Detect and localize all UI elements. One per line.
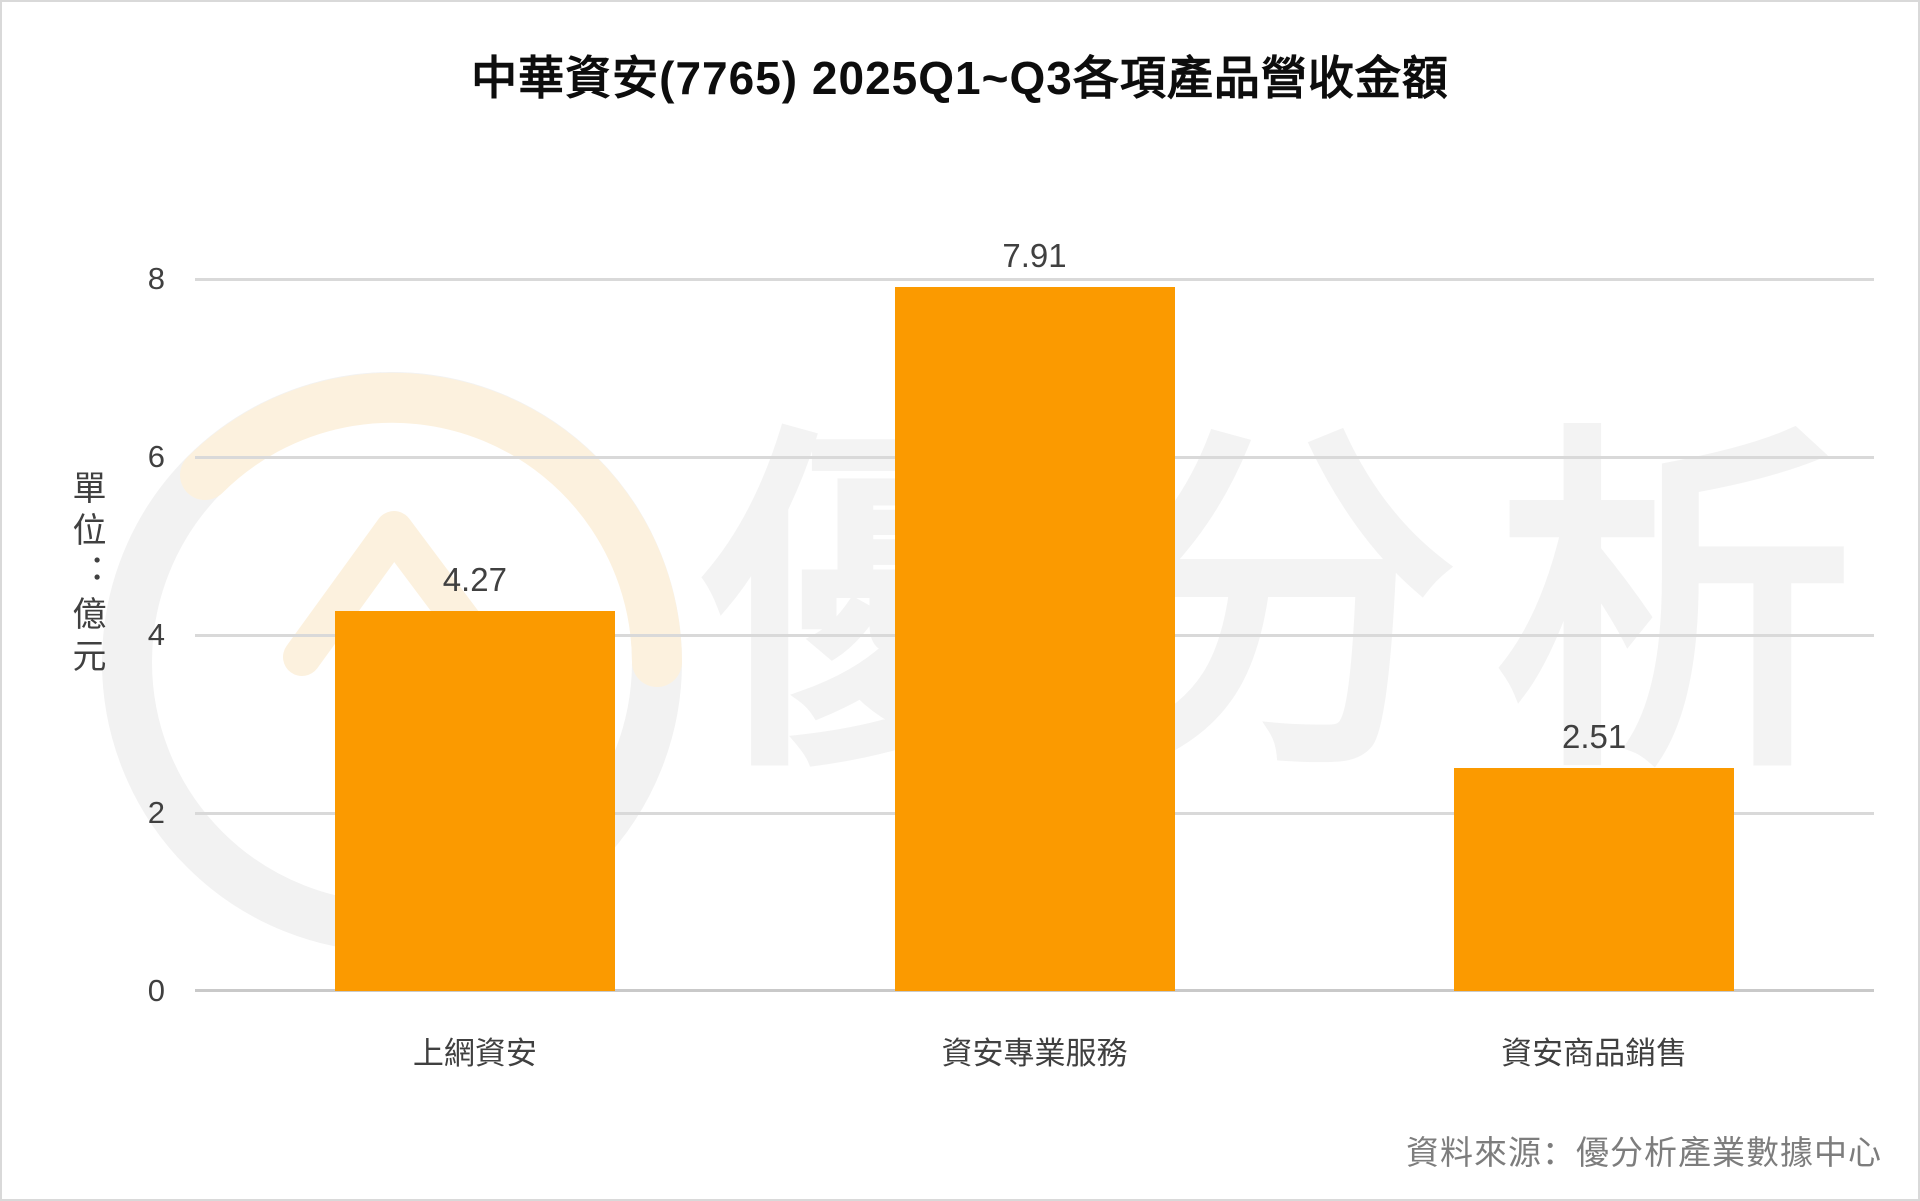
bar-value-label: 7.91 (1002, 237, 1067, 275)
chart-title: 中華資安(7765) 2025Q1~Q3各項產品營收金額 (471, 52, 1449, 104)
watermark-text: 優分析 (702, 406, 1890, 808)
gridline (195, 278, 1874, 281)
x-category-label: 資安專業服務 (941, 1036, 1128, 1071)
bar-value-label: 4.27 (442, 560, 507, 598)
y-tick-label: 6 (147, 439, 165, 474)
bar-value-label: 2.51 (1562, 717, 1627, 755)
y-tick-label: 8 (147, 261, 165, 296)
plot-area: 4.27 7.91 2.51 (195, 237, 1874, 992)
x-category-label: 資安商品銷售 (1501, 1036, 1688, 1071)
source-caption: 資料來源：優分析產業數據中心 (1406, 1134, 1882, 1171)
y-tick-label: 0 (147, 973, 165, 1008)
x-category-label: 上網資安 (412, 1036, 537, 1071)
bar (334, 610, 615, 991)
y-tick-label: 2 (147, 795, 165, 830)
bar (894, 287, 1175, 991)
y-tick-label: 4 (147, 617, 165, 652)
y-axis-unit-label: 單位：億元 (67, 470, 105, 680)
bar (1454, 767, 1735, 991)
